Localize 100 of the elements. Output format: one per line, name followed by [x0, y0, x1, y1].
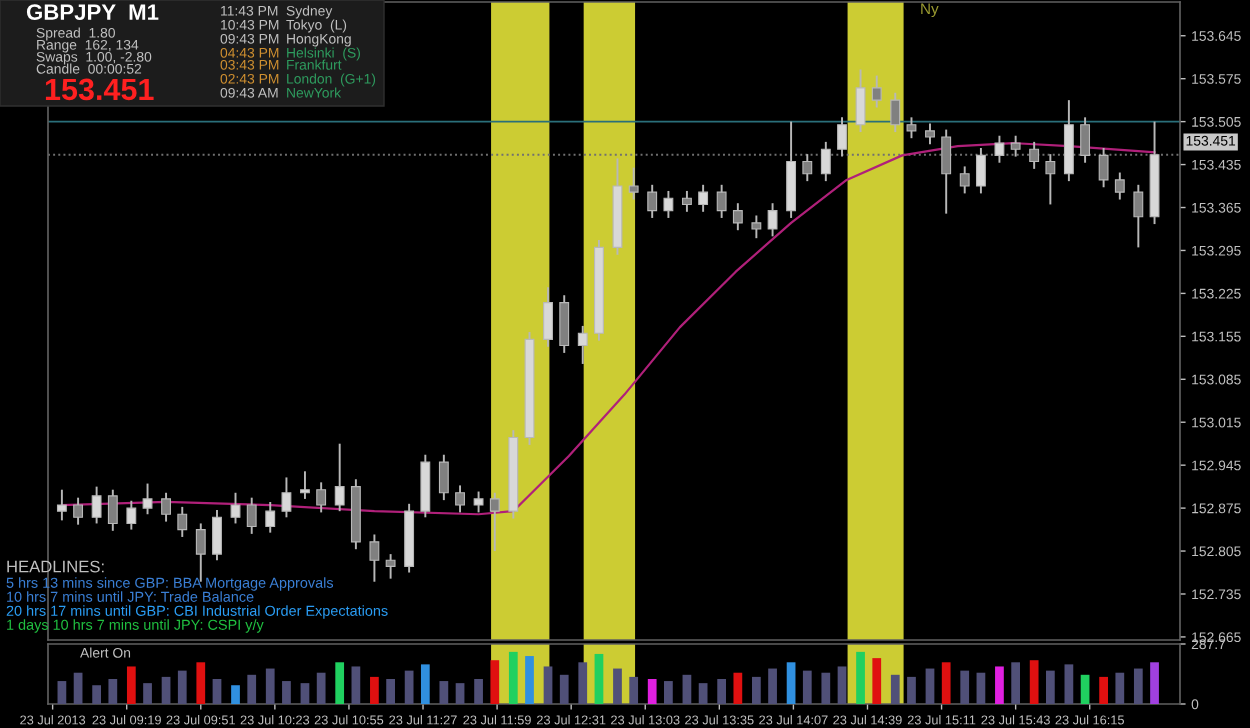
bar — [613, 668, 622, 704]
candlestick — [628, 166, 639, 201]
bar — [1029, 660, 1039, 704]
bar — [698, 683, 708, 704]
bar — [1099, 676, 1108, 704]
bar — [837, 666, 847, 704]
candlestick — [543, 286, 553, 348]
candlestick — [1114, 171, 1125, 201]
bar — [1011, 662, 1021, 704]
candlestick — [369, 533, 380, 583]
candlestick — [698, 183, 709, 213]
candlestick — [473, 490, 484, 514]
candlestick — [975, 147, 986, 195]
bar — [682, 674, 692, 704]
candlestick — [281, 476, 292, 519]
annotation: 153.451 — [45, 78, 154, 101]
bar — [161, 676, 171, 704]
bar — [108, 678, 118, 704]
candlestick — [438, 453, 449, 502]
candlestick — [994, 134, 1005, 164]
bar — [231, 685, 240, 704]
candlestick — [73, 496, 84, 526]
bar — [212, 678, 222, 704]
candlestick — [334, 442, 345, 513]
bar — [455, 683, 465, 704]
bar — [177, 670, 187, 704]
bar — [420, 664, 430, 704]
candlestick — [212, 508, 222, 562]
candlestick — [559, 294, 570, 354]
bar — [351, 666, 361, 704]
bar — [786, 662, 796, 704]
bar — [578, 662, 588, 704]
chart-title: GBPJPY M1 — [26, 4, 159, 20]
candlestick — [316, 481, 327, 514]
annotation: HEADLINES: — [7, 560, 104, 573]
bar — [404, 670, 414, 704]
bar — [1133, 668, 1143, 704]
candlestick — [56, 488, 67, 522]
bar — [629, 676, 639, 704]
bar — [92, 685, 101, 704]
candlestick — [161, 491, 171, 523]
bar — [474, 678, 483, 704]
candlestick — [802, 153, 813, 183]
candlestick — [577, 324, 588, 365]
bar — [890, 674, 900, 704]
bar — [282, 681, 291, 704]
candlestick — [455, 484, 465, 514]
bar — [508, 651, 518, 704]
candlestick — [663, 189, 674, 219]
bar — [751, 676, 761, 704]
bar — [1064, 664, 1074, 704]
bar — [647, 678, 657, 704]
candlestick — [1010, 134, 1021, 158]
bar — [872, 658, 882, 704]
candlestick — [107, 488, 118, 532]
candlestick — [820, 140, 831, 183]
candlestick — [177, 505, 188, 538]
bar — [995, 666, 1004, 704]
candlestick — [751, 214, 762, 240]
bar — [733, 672, 743, 704]
bar — [1080, 674, 1090, 704]
candlestick — [1080, 116, 1091, 164]
bar — [960, 670, 970, 704]
bar — [126, 666, 136, 704]
bar — [386, 678, 395, 704]
bar — [717, 678, 727, 704]
candlestick — [1133, 183, 1144, 249]
candlestick — [925, 122, 935, 146]
bar — [73, 672, 83, 704]
bar — [1150, 662, 1159, 704]
bar — [543, 666, 553, 704]
candlestick — [732, 202, 743, 232]
candlestick — [91, 485, 102, 525]
bar — [907, 676, 916, 704]
bar — [439, 681, 449, 704]
candlestick — [681, 189, 692, 213]
bar — [941, 662, 951, 704]
candlestick — [126, 499, 137, 531]
bar — [821, 672, 831, 704]
bar — [664, 681, 673, 704]
candlestick — [855, 68, 866, 134]
candlestick — [1045, 153, 1056, 206]
bar — [490, 660, 500, 704]
candlestick — [716, 183, 727, 219]
candlestick — [647, 183, 658, 219]
candlestick — [767, 202, 778, 238]
bar — [1115, 672, 1125, 704]
candlestick — [837, 116, 847, 158]
candlestick — [871, 74, 882, 109]
bar — [300, 683, 310, 704]
bar — [143, 683, 152, 704]
bar — [247, 674, 257, 704]
bar — [525, 656, 534, 704]
bar — [370, 676, 379, 704]
bar — [57, 681, 67, 704]
candlestick — [890, 91, 901, 134]
bar — [265, 668, 275, 704]
bar — [856, 651, 865, 704]
bar — [802, 670, 812, 704]
bar — [976, 672, 986, 704]
